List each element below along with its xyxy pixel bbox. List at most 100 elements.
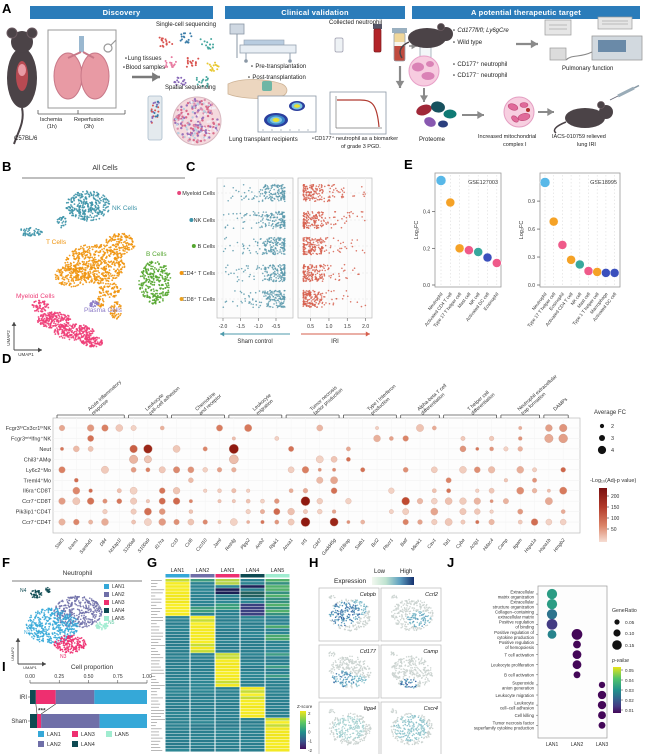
- feature-plot-cxcr4: Cxcr4: [380, 701, 442, 754]
- svg-text:2.0: 2.0: [362, 324, 369, 330]
- svg-text:-1.5: -1.5: [236, 324, 245, 330]
- ischemia-time: (1h): [47, 124, 57, 130]
- mouse-icon-2: [399, 23, 453, 59]
- mouse-icon: [6, 27, 38, 145]
- panel-f-label: F: [2, 555, 10, 570]
- svg-text:Ccr7⁺CD4T: Ccr7⁺CD4T: [22, 519, 52, 526]
- panel-d-label: D: [2, 351, 12, 366]
- svg-text:1.5: 1.5: [344, 324, 351, 330]
- svg-text:Treml4⁺Mo: Treml4⁺Mo: [24, 477, 51, 484]
- post-transplant-label: ∘ Post-transplantation: [247, 75, 306, 81]
- svg-text:Leukocytemigration: Leukocytemigration: [252, 393, 277, 417]
- svg-text:Leukocytecell–cell adhesion: Leukocytecell–cell adhesion: [144, 381, 181, 416]
- umap-cluster-plasma-cells: Plasma Cells: [84, 300, 123, 314]
- bubble-chart-gse18995: 0.00.30.60.9Log₂FCGSE18995NeutrophilType…: [519, 172, 621, 328]
- svg-text:3: 3: [611, 436, 614, 442]
- umap-cluster-lan3: [53, 634, 87, 654]
- svg-text:Neut: Neut: [39, 447, 51, 453]
- reperfusion-time: (3h): [84, 124, 94, 130]
- svg-text:Fcgr3ʰⁱCx3cr1ʰⁱNK: Fcgr3ʰⁱCx3cr1ʰⁱNK: [6, 425, 52, 432]
- banner-clinical: Clinical validation: [225, 6, 405, 19]
- svg-text:0.2: 0.2: [423, 246, 430, 252]
- single-cell-scatter-icon: [158, 32, 220, 88]
- svg-text:0.0: 0.0: [423, 283, 430, 289]
- svg-text:B Cells: B Cells: [146, 251, 167, 258]
- svg-text:Ccr7⁺CD8T: Ccr7⁺CD8T: [22, 498, 52, 505]
- mito-line1: Increased mitochondrial: [478, 134, 537, 140]
- panel-h-label: H: [309, 555, 319, 570]
- feature-plot-cebpb: Cebpb: [318, 587, 380, 642]
- panel-j-label: J: [447, 555, 455, 570]
- svg-text:UMAP1: UMAP1: [18, 352, 34, 357]
- strip-plot-sham-iri: -2.0 -1.5 -1.0 -0.5 0.5 1.0 1.5 2.0 Myeloid Cell…: [177, 177, 373, 345]
- svg-text:Ly6c2⁺Mo: Ly6c2⁺Mo: [26, 467, 51, 474]
- expression-low-label: Low: [374, 569, 386, 575]
- mito-line2: complex I: [503, 142, 527, 148]
- svg-text:-2.0: -2.0: [219, 324, 228, 330]
- iacs-line2: lung IRI: [577, 142, 596, 148]
- svg-text:GSE127003: GSE127003: [468, 180, 498, 186]
- svg-text:Sham control: Sham control: [237, 339, 272, 345]
- svg-text:Cav1: Cav1: [426, 537, 438, 550]
- umap-cluster-lan4: [30, 586, 51, 599]
- biomarker-line2: of grade 3 PGD.: [341, 144, 381, 150]
- svg-text:Ccl6: Ccl6: [184, 537, 195, 549]
- svg-text:Stat3: Stat3: [54, 537, 66, 550]
- svg-text:Log₂FC: Log₂FC: [519, 221, 525, 240]
- panel-b-label: B: [2, 159, 12, 174]
- single-cell-label: Single-cell sequencing: [156, 22, 217, 28]
- svg-text:Cyba: Cyba: [455, 537, 467, 550]
- svg-text:Cxcl10: Cxcl10: [195, 537, 209, 553]
- svg-text:Plscr1: Plscr1: [382, 537, 395, 551]
- genotype-label: ∘ Cd177fl/fl; Ly6gCre: [452, 28, 509, 34]
- wildtype-label: ∘ Wild type: [452, 40, 483, 46]
- panel-a-label: A: [2, 1, 12, 16]
- svg-text:Il18rap: Il18rap: [338, 537, 352, 553]
- recipients-label: Lung transplant recipients: [229, 137, 298, 143]
- svg-text:Chemokineand receptor: Chemokineand receptor: [194, 389, 223, 417]
- svg-text:NK Cells: NK Cells: [112, 205, 138, 212]
- svg-text:Hspa1b: Hspa1b: [538, 537, 553, 554]
- svg-text:Arrb2: Arrb2: [253, 537, 266, 551]
- svg-text:GSE18995: GSE18995: [590, 180, 617, 186]
- svg-text:50: 50: [611, 527, 617, 533]
- svg-text:DAMPs: DAMPs: [552, 396, 569, 412]
- svg-text:Tal1: Tal1: [442, 537, 452, 548]
- svg-text:Anxa1: Anxa1: [281, 537, 295, 552]
- svg-text:Log₂FC: Log₂FC: [414, 221, 420, 240]
- svg-text:200: 200: [611, 494, 620, 500]
- svg-text:Acute inflammatoryresponse: Acute inflammatoryresponse: [87, 379, 127, 417]
- svg-text:Ccl3: Ccl3: [169, 537, 180, 549]
- svg-text:4: 4: [611, 448, 614, 454]
- svg-text:Hspa1a: Hspa1a: [523, 537, 538, 554]
- feature-plot-camp: Camp: [380, 644, 442, 699]
- svg-text:0.3: 0.3: [528, 255, 535, 261]
- biomarker-line1: ∘CD177⁺ neutrophil as a biomarker: [311, 136, 399, 142]
- svg-text:Pik3ip1⁺CD4T: Pik3ip1⁺CD4T: [16, 509, 52, 516]
- spatial-label: Spatial sequencing: [165, 85, 216, 91]
- svg-text:Satb1: Satb1: [354, 537, 367, 551]
- mouse-strain-label: C57BL/6: [14, 136, 38, 142]
- svg-text:Jaml: Jaml: [212, 537, 224, 550]
- svg-text:Bcl2: Bcl2: [370, 537, 381, 548]
- svg-text:-1.0: -1.0: [254, 324, 263, 330]
- collected-neutrophil-label: Collected neutrophil: [329, 20, 383, 26]
- svg-text:Itgam: Itgam: [512, 538, 524, 551]
- svg-text:Myeloid Cells: Myeloid Cells: [16, 293, 55, 300]
- hospital-bed-icon: [229, 23, 297, 63]
- svg-text:Fcgr3ᵐⁱᵈIfng⁺NK: Fcgr3ᵐⁱᵈIfng⁺NK: [11, 435, 51, 442]
- svg-text:Samhd1: Samhd1: [78, 537, 94, 555]
- umap-cluster-b-cells: B Cells: [138, 251, 172, 305]
- svg-text:Icam1: Icam1: [67, 537, 80, 551]
- svg-text:UMAP2: UMAP2: [6, 330, 11, 346]
- svg-text:0.4: 0.4: [423, 210, 430, 216]
- umap-cluster-lan5: [95, 621, 109, 631]
- banner-target: A potential therapeutic target: [412, 6, 640, 19]
- expression-high-label: High: [400, 569, 413, 575]
- svg-text:0.9: 0.9: [528, 199, 535, 205]
- svg-text:Ripk1: Ripk1: [268, 537, 280, 551]
- panel-i-label: I: [2, 659, 6, 674]
